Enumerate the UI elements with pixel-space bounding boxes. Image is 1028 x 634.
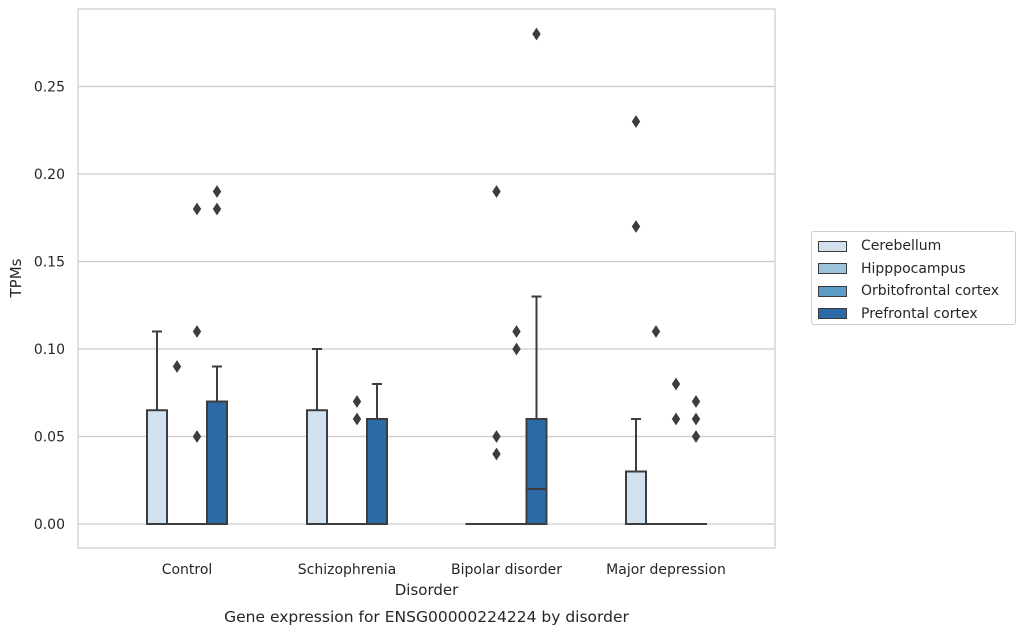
y-axis-label: TPMs <box>7 258 25 298</box>
legend-label-cerebellum: Cerebellum <box>861 238 942 255</box>
y-tick-label: 0.15 <box>34 255 65 271</box>
legend-swatch-cerebellum <box>818 240 847 252</box>
box <box>146 409 168 525</box>
box <box>206 400 228 525</box>
outlier-marker <box>512 342 521 356</box>
y-tick-label: 0.05 <box>34 430 65 446</box>
legend-label-orbitofrontal-cortex: Orbitofrontal cortex <box>861 283 999 300</box>
x-tick-label: Bipolar disorder <box>451 562 562 578</box>
chart-title: Gene expression for ENSG00000224224 by d… <box>224 608 629 626</box>
x-axis-label: Disorder <box>395 581 459 599</box>
x-tick-labels: Control Schizophrenia Bipolar disorder Majo… <box>162 562 726 578</box>
outlier-marker <box>192 325 202 338</box>
box <box>366 418 388 525</box>
x-tick-label: Major depression <box>606 562 726 578</box>
outlier-marker <box>691 430 701 443</box>
outlier-marker <box>532 27 541 41</box>
box <box>525 418 548 525</box>
legend-item-orbitofrontal-cortex: Orbitofrontal cortex <box>818 280 1015 303</box>
boxes-layer <box>146 27 707 526</box>
outlier-marker <box>192 430 202 443</box>
legend-swatch-orbitofrontal-cortex <box>818 285 847 297</box>
outlier-marker <box>651 325 661 338</box>
plot-area-background <box>78 9 775 548</box>
box <box>306 409 328 525</box>
outlier-marker <box>192 202 202 216</box>
outlier-marker <box>512 325 521 338</box>
outlier-marker <box>212 202 222 216</box>
y-tick-label: 0.20 <box>34 167 65 183</box>
outlier-marker <box>212 185 222 198</box>
y-tick-labels: 0.00 0.05 0.10 0.15 0.20 0.25 <box>34 80 65 534</box>
y-tick-label: 0.10 <box>34 342 65 358</box>
legend-swatch-prefrontal-cortex <box>818 308 847 320</box>
outlier-marker <box>492 430 501 443</box>
x-tick-label: Schizophrenia <box>298 562 396 578</box>
outlier-marker <box>492 447 501 461</box>
outlier-marker <box>352 395 362 408</box>
y-tick-label: 0.00 <box>34 517 65 533</box>
plot-area-frame <box>77 8 776 549</box>
outlier-marker <box>691 412 701 426</box>
legend-label-prefrontal-cortex: Prefrontal cortex <box>861 305 978 322</box>
y-tick-label: 0.25 <box>34 80 65 96</box>
legend-item-prefrontal-cortex: Prefrontal cortex <box>818 303 1015 326</box>
x-tick-label: Control <box>162 562 213 578</box>
outlier-marker <box>172 360 182 373</box>
outlier-marker <box>631 220 641 233</box>
legend: Cerebellum Hipppocampus Orbitofrontal co… <box>811 231 1016 325</box>
outlier-marker <box>631 115 641 128</box>
outlier-marker <box>492 185 501 198</box>
legend-swatch-hippocampus <box>818 263 847 275</box>
legend-item-cerebellum: Cerebellum <box>818 235 1015 258</box>
box <box>625 470 647 525</box>
legend-label-hippocampus: Hipppocampus <box>861 260 966 277</box>
outlier-marker <box>671 412 681 426</box>
legend-item-hippocampus: Hipppocampus <box>818 258 1015 281</box>
outlier-marker <box>352 412 362 426</box>
outlier-marker <box>691 395 701 408</box>
outlier-marker <box>671 377 681 391</box>
